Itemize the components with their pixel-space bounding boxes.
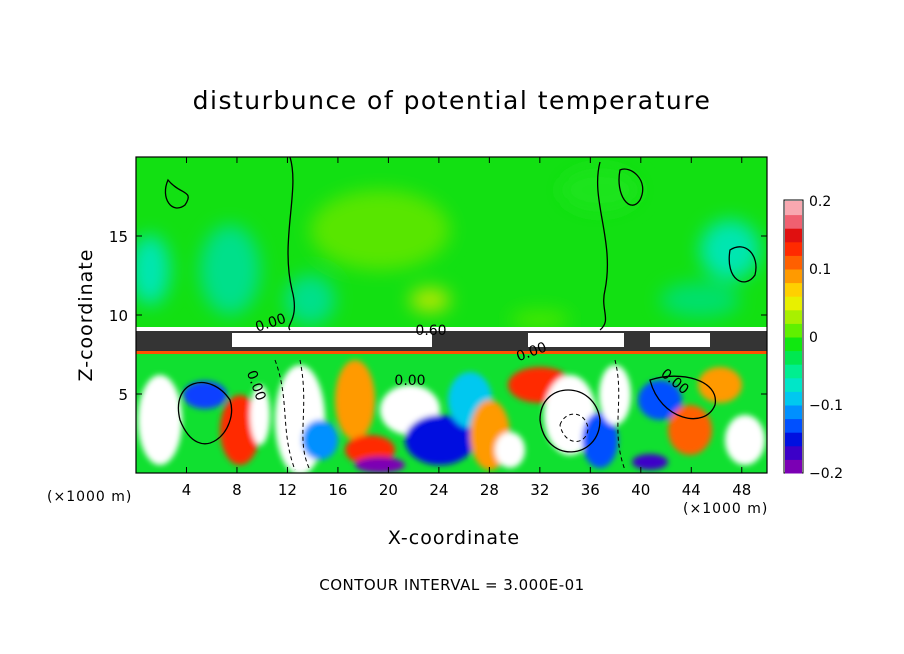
colorbar-swatch	[785, 296, 802, 311]
contour-interval-note: CONTOUR INTERVAL = 3.000E-01	[319, 576, 585, 594]
x-tick-label: 12	[278, 481, 297, 499]
x-tick-label: 40	[631, 481, 650, 499]
colorbar: 0.2 0.1 0 −0.1 −0.2	[785, 194, 843, 482]
colorbar-swatch	[785, 323, 802, 338]
colorbar-swatch	[785, 201, 802, 216]
y-tick-label: 10	[109, 307, 128, 325]
x-tick-label: 8	[232, 481, 242, 499]
x-tick-label: 32	[530, 481, 549, 499]
colorbar-swatch	[785, 377, 802, 392]
colorbar-swatch	[785, 459, 802, 474]
colorbar-swatch	[785, 432, 802, 447]
contour-label: 0.00	[394, 373, 425, 389]
colorbar-swatch	[785, 228, 802, 243]
colorbar-swatch	[785, 350, 802, 365]
x-tick-label: 44	[682, 481, 701, 499]
x-tick-label: 4	[182, 481, 192, 499]
colorbar-swatch	[785, 269, 802, 284]
x-axis-unit-right: (×1000 m)	[683, 501, 769, 517]
y-axis: 5 10 15	[109, 228, 767, 404]
y-tick-label: 15	[109, 228, 128, 246]
colorbar-tick-label: −0.2	[809, 466, 843, 482]
colorbar-tick-label: 0.2	[809, 194, 831, 210]
colorbar-tick-label: −0.1	[809, 398, 843, 414]
x-axis-unit-left: (×1000 m)	[47, 489, 133, 505]
colorbar-swatch	[785, 337, 802, 352]
x-tick-label: 28	[480, 481, 499, 499]
colorbar-swatch	[785, 214, 802, 229]
colorbar-swatch	[785, 391, 802, 406]
y-tick-label: 5	[118, 386, 128, 404]
x-tick-label: 20	[379, 481, 398, 499]
x-axis-label: X-coordinate	[387, 527, 521, 549]
chart-title: disturbunce of potential temperature	[192, 86, 712, 115]
colorbar-tick-label: 0.1	[809, 262, 831, 278]
colorbar-swatch	[785, 241, 802, 256]
colorbar-tick-label: 0	[809, 330, 818, 346]
colorbar-swatch	[785, 309, 802, 324]
colorbar-swatch	[785, 282, 802, 297]
x-axis: 4 8 12 16 20 24 28 32 36 40 44 48	[182, 157, 751, 499]
x-tick-label: 16	[328, 481, 347, 499]
heatmap-field	[136, 157, 767, 473]
colorbar-swatch	[785, 255, 802, 270]
x-tick-label: 24	[429, 481, 448, 499]
colorbar-swatch	[785, 364, 802, 379]
contour-label: 0.60	[415, 323, 446, 339]
x-tick-label: 48	[732, 481, 751, 499]
colorbar-swatch	[785, 418, 802, 433]
colorbar-swatch	[785, 445, 802, 460]
colorbar-swatch	[785, 405, 802, 420]
x-tick-label: 36	[581, 481, 600, 499]
